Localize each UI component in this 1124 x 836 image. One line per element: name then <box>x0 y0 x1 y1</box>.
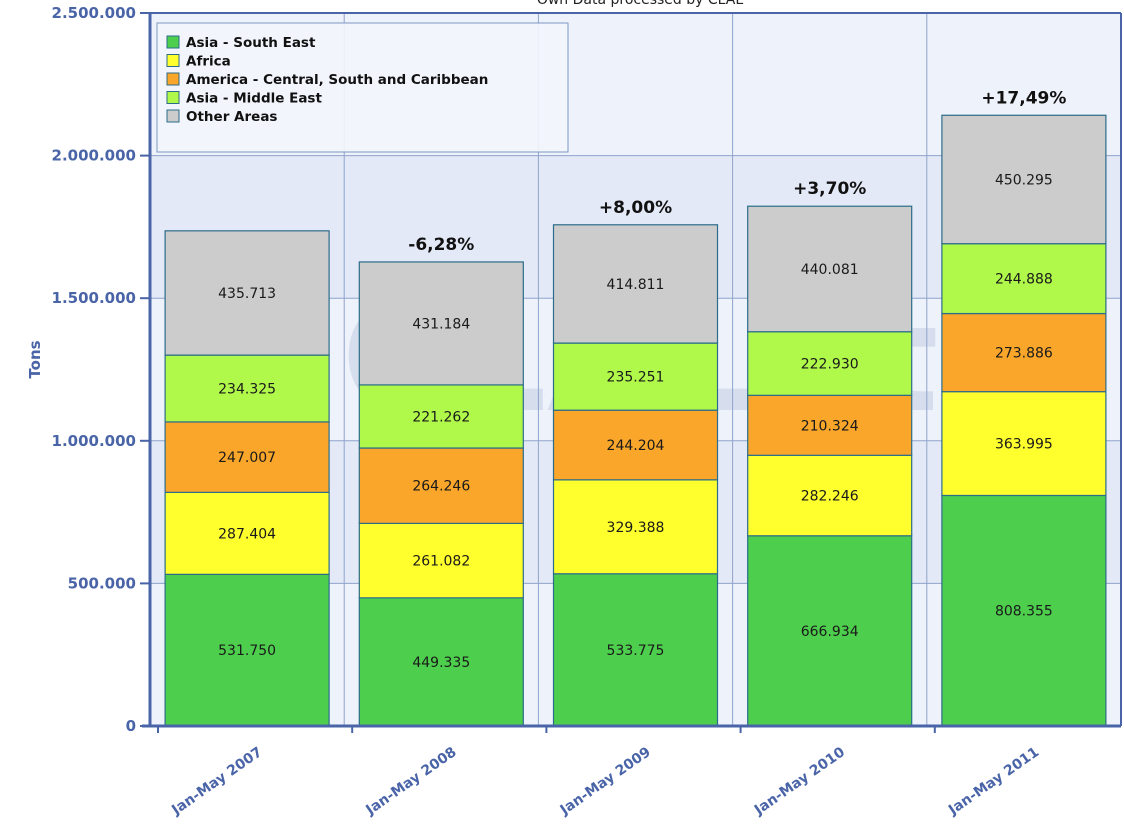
legend-entry-label: America - Central, South and Caribbean <box>186 72 488 88</box>
bar-value-label: 808.355 <box>995 604 1053 620</box>
x-tick-label: Jan-May 2009 <box>557 744 654 819</box>
bar-value-label: 414.811 <box>607 277 665 293</box>
bar-segment <box>358 597 524 727</box>
legend-box <box>156 22 569 153</box>
y-axis-title: Tons <box>26 340 44 378</box>
bar-segment <box>552 224 719 344</box>
bar-value-label: 449.335 <box>412 655 470 671</box>
bar-segment <box>747 331 913 396</box>
legend-entry-label: Asia - South East <box>186 35 316 51</box>
change-percent-label: -6,28% <box>408 235 474 255</box>
bar-segment <box>941 243 1107 315</box>
legend-swatch <box>166 109 180 123</box>
bar-value-label: 287.404 <box>218 526 276 542</box>
bar-segment <box>552 573 719 727</box>
bar-value-label: 247.007 <box>218 450 276 466</box>
change-percent-label: +8,00% <box>599 198 672 218</box>
y-tick-label: 2.000.000 <box>52 147 136 165</box>
legend-entry-label: Asia - Middle East <box>186 91 322 107</box>
x-tick-label: Jan-May 2011 <box>945 744 1042 819</box>
x-tick-label: Jan-May 2008 <box>362 744 459 819</box>
bar-value-label: 273.886 <box>995 346 1053 362</box>
bar-segment <box>164 573 330 727</box>
bar-value-label: 261.082 <box>412 554 470 570</box>
bar-value-label: 440.081 <box>801 262 859 278</box>
bar-value-label: 264.246 <box>412 479 470 495</box>
bar-segment <box>164 491 330 575</box>
bar-segment <box>552 342 719 411</box>
change-percent-label: +3,70% <box>793 179 866 199</box>
change-percent-label: +17,49% <box>981 88 1066 108</box>
bar-value-label: 533.775 <box>607 643 665 659</box>
bar-value-label: 329.388 <box>607 520 665 536</box>
bar-value-label: 222.930 <box>801 357 859 373</box>
bar-segment <box>164 354 330 423</box>
bar-value-label: 666.934 <box>801 624 859 640</box>
bar-segment <box>941 114 1107 245</box>
y-tick-label: 0 <box>126 717 136 735</box>
bar-segment <box>941 312 1107 393</box>
bar-value-label: 363.995 <box>995 437 1053 453</box>
y-tick-label: 500.000 <box>68 574 136 592</box>
legend-swatch <box>166 54 180 67</box>
bar-value-label: 210.324 <box>801 418 859 434</box>
y-tick-label: 1.500.000 <box>52 289 136 307</box>
bar-value-label: 450.295 <box>995 172 1053 188</box>
bar-segment <box>747 454 913 537</box>
bar-segment <box>941 494 1107 727</box>
legend-swatch <box>166 91 180 104</box>
bar-value-label: 244.888 <box>995 272 1053 288</box>
legend-entry-label: Africa <box>186 54 231 70</box>
bar-value-label: 234.325 <box>218 382 276 398</box>
bar-value-label: 282.246 <box>801 489 859 505</box>
bar-value-label: 235.251 <box>607 370 665 386</box>
legend-swatch <box>166 35 180 49</box>
bar-value-label: 531.750 <box>218 643 276 659</box>
y-tick-label: 2.500.000 <box>52 4 136 22</box>
bar-segment <box>358 522 524 599</box>
legend-swatch <box>166 72 180 86</box>
y-tick-label: 1.000.000 <box>52 432 136 450</box>
x-tick-label: Jan-May 2010 <box>751 744 848 819</box>
bar-segment <box>358 384 524 449</box>
bar-segment <box>941 391 1107 497</box>
bar-value-label: 435.713 <box>218 286 276 302</box>
x-tick-label: Jan-May 2007 <box>168 744 265 819</box>
bar-segment <box>747 394 913 456</box>
bar-value-label: 431.184 <box>412 316 470 332</box>
bar-segment <box>164 421 330 493</box>
bar-segment <box>552 479 719 575</box>
chart-title: Own Data processed by CLAL <box>537 0 744 8</box>
legend: Asia - South East Africa America - Central… <box>156 22 569 153</box>
bar-segment <box>747 205 913 333</box>
bar-segment <box>358 447 524 524</box>
bar-segment <box>164 230 330 356</box>
bar-segment <box>552 409 719 481</box>
bar-segment <box>358 261 524 386</box>
bar-value-label: 244.204 <box>607 438 665 454</box>
bar-value-label: 221.262 <box>412 409 470 425</box>
legend-entry-label: Other Areas <box>186 109 277 125</box>
